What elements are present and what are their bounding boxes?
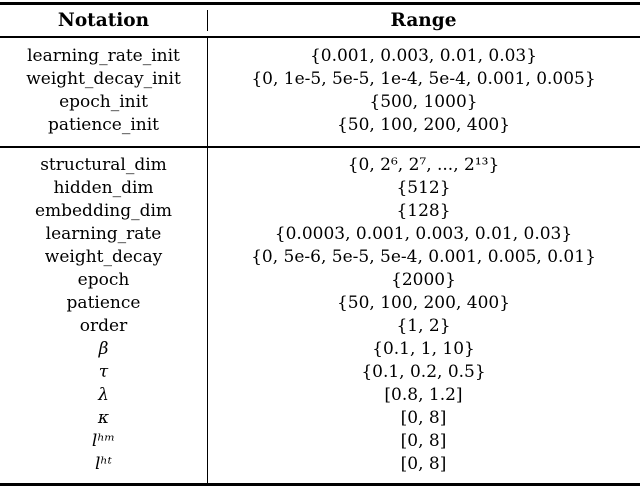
- notation-cell: epoch: [77, 270, 130, 291]
- notation-cell: epoch_init: [59, 92, 148, 113]
- header-notation: Notation: [57, 10, 150, 31]
- range-cell: {0.001, 0.003, 0.01, 0.03}: [309, 46, 538, 67]
- notation-cell: λ: [98, 385, 109, 406]
- notation-cell: hidden_dim: [53, 178, 154, 199]
- column-divider: [206, 10, 208, 31]
- notation-cell: lʰᵐ: [91, 431, 116, 452]
- range-cell: {500, 1000}: [369, 92, 478, 113]
- table-row: patience {50, 100, 200, 400}: [0, 292, 640, 315]
- column-divider: [206, 37, 208, 146]
- range-cell: {0.0003, 0.001, 0.003, 0.01, 0.03}: [274, 224, 573, 245]
- table-section-main: structural_dim {0, 2⁶, 2⁷, ..., 2¹³} hid…: [0, 147, 640, 483]
- table-row: λ [0.8, 1.2]: [0, 384, 640, 407]
- range-cell: {0.1, 1, 10}: [372, 339, 475, 360]
- range-cell: [0, 8]: [400, 408, 447, 429]
- range-cell: {50, 100, 200, 400}: [336, 115, 511, 136]
- notation-cell: κ: [97, 408, 110, 429]
- range-cell: {0, 5e-6, 5e-5, 5e-4, 0.001, 0.005, 0.01…: [251, 247, 596, 268]
- column-divider: [206, 147, 208, 483]
- notation-cell: τ: [98, 362, 109, 383]
- range-cell: [0, 8]: [400, 431, 447, 452]
- header-range: Range: [390, 10, 457, 31]
- range-cell: [0.8, 1.2]: [384, 385, 463, 406]
- table-header-row: Notation Range: [0, 5, 640, 36]
- notation-cell: weight_decay_init: [26, 69, 181, 90]
- header-rule: [0, 36, 640, 38]
- table-row: epoch_init {500, 1000}: [0, 91, 640, 114]
- notation-cell: β: [98, 339, 109, 360]
- table-row: κ [0, 8]: [0, 407, 640, 430]
- section-divider-rule: [0, 145, 640, 148]
- range-cell: {2000}: [391, 270, 456, 291]
- table-row: lʰᵗ [0, 8]: [0, 453, 640, 476]
- table-row: order {1, 2}: [0, 315, 640, 338]
- table-row: patience_init {50, 100, 200, 400}: [0, 114, 640, 137]
- bottom-rule: [0, 482, 640, 486]
- table-row: hidden_dim {512}: [0, 177, 640, 200]
- table-row: τ {0.1, 0.2, 0.5}: [0, 361, 640, 384]
- range-cell: [0, 8]: [400, 454, 447, 475]
- notation-cell: patience_init: [47, 115, 160, 136]
- range-cell: {1, 2}: [396, 316, 451, 337]
- range-cell: {0, 1e-5, 5e-5, 1e-4, 5e-4, 0.001, 0.005…: [251, 69, 596, 90]
- notation-cell: structural_dim: [40, 155, 167, 176]
- table-row: learning_rate_init {0.001, 0.003, 0.01, …: [0, 45, 640, 68]
- range-cell: {0.1, 0.2, 0.5}: [361, 362, 486, 383]
- notation-cell: patience: [66, 293, 141, 314]
- range-cell: {512}: [396, 178, 451, 199]
- range-cell: {50, 100, 200, 400}: [336, 293, 511, 314]
- notation-cell: learning_rate: [45, 224, 162, 245]
- notation-cell: weight_decay: [44, 247, 163, 268]
- table-row: weight_decay {0, 5e-6, 5e-5, 5e-4, 0.001…: [0, 246, 640, 269]
- table-section-init: learning_rate_init {0.001, 0.003, 0.01, …: [0, 37, 640, 146]
- table-row: structural_dim {0, 2⁶, 2⁷, ..., 2¹³}: [0, 154, 640, 177]
- table-row: epoch {2000}: [0, 269, 640, 292]
- range-cell: {0, 2⁶, 2⁷, ..., 2¹³}: [347, 155, 500, 176]
- table-row: learning_rate {0.0003, 0.001, 0.003, 0.0…: [0, 223, 640, 246]
- range-cell: {128}: [396, 201, 451, 222]
- notation-cell: order: [79, 316, 128, 337]
- notation-cell: embedding_dim: [34, 201, 173, 222]
- table-row: β {0.1, 1, 10}: [0, 338, 640, 361]
- notation-cell: learning_rate_init: [27, 46, 180, 67]
- top-rule: [0, 2, 640, 5]
- notation-cell: lʰᵗ: [95, 454, 112, 475]
- table-row: lʰᵐ [0, 8]: [0, 430, 640, 453]
- table-row: embedding_dim {128}: [0, 200, 640, 223]
- table-row: weight_decay_init {0, 1e-5, 5e-5, 1e-4, …: [0, 68, 640, 91]
